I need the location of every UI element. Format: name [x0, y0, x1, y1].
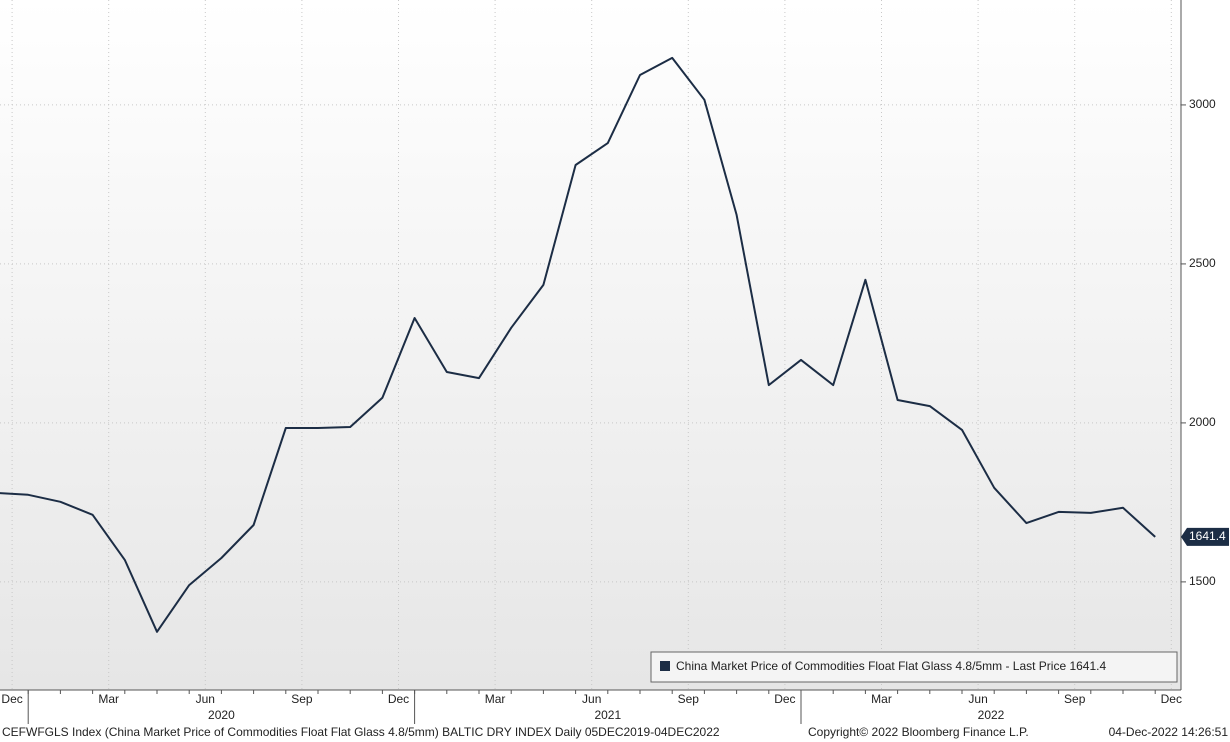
series-line — [0, 56, 1156, 633]
y-tick-label: 2000 — [1189, 415, 1216, 429]
x-tick-label: Jun — [582, 692, 601, 706]
x-tick-label: Dec — [1, 692, 22, 706]
x-tick-label: Sep — [1064, 692, 1086, 706]
footer-left: CEFWFGLS Index (China Market Price of Co… — [2, 725, 720, 739]
x-year-label: 2022 — [978, 708, 1005, 722]
x-tick-label: Sep — [678, 692, 700, 706]
legend-label: China Market Price of Commodities Float … — [676, 659, 1106, 673]
legend-box — [650, 651, 1178, 683]
x-tick-label: Jun — [196, 692, 215, 706]
last-price-label: 1641.4 — [1189, 529, 1226, 543]
last-price-tag — [1181, 527, 1229, 546]
legend-swatch — [660, 661, 670, 671]
plot-background — [0, 0, 1181, 690]
x-tick-label: Sep — [291, 692, 313, 706]
x-tick-label: Dec — [1161, 692, 1182, 706]
y-tick-label: 3000 — [1189, 97, 1216, 111]
x-tick-label: Mar — [871, 692, 892, 706]
x-tick-label: Mar — [485, 692, 506, 706]
x-year-label: 2020 — [208, 708, 235, 722]
legend: China Market Price of Commodities Float … — [650, 651, 1178, 683]
footer-center: Copyright© 2022 Bloomberg Finance L.P. — [808, 725, 1029, 739]
x-year-label: 2021 — [594, 708, 621, 722]
x-tick-label: Mar — [98, 692, 119, 706]
y-tick-label: 1500 — [1189, 574, 1216, 588]
y-tick-label: 2500 — [1189, 256, 1216, 270]
x-tick-label: Dec — [774, 692, 795, 706]
x-tick-label: Jun — [968, 692, 987, 706]
x-tick-label: Dec — [388, 692, 409, 706]
footer-right: 04-Dec-2022 14:26:51 — [1109, 725, 1229, 739]
